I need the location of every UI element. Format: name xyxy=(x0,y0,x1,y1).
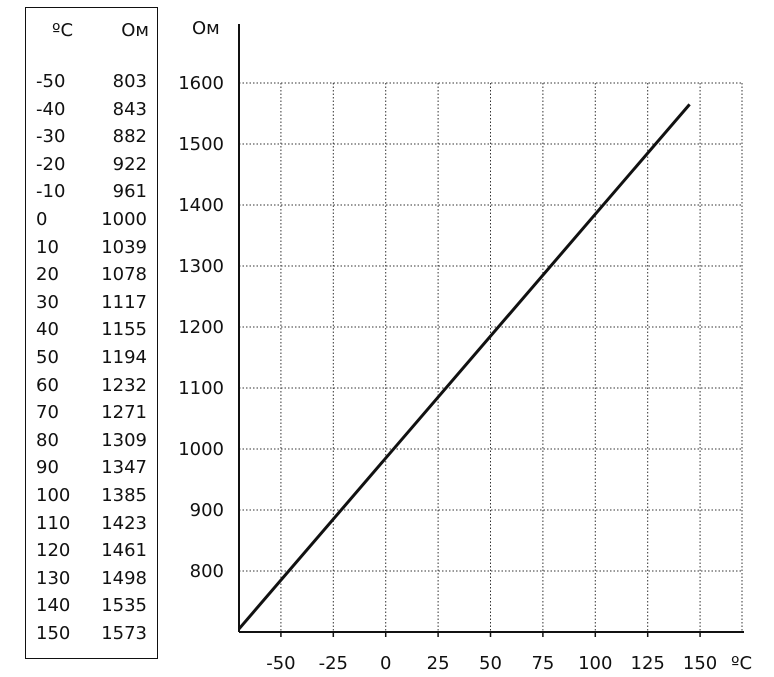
table-row: 40 1155 xyxy=(26,316,159,344)
table-row: 120 1461 xyxy=(26,537,159,565)
row-resistance: 1078 xyxy=(101,264,147,286)
row-resistance: 1000 xyxy=(101,208,147,230)
row-resistance: 1194 xyxy=(101,346,147,368)
x-tick-label: 0 xyxy=(380,653,391,674)
table-row: 150 1573 xyxy=(26,620,159,648)
y-tick-label: 1000 xyxy=(178,439,224,460)
header-temperature: ºC xyxy=(52,20,74,41)
row-temperature: 40 xyxy=(36,319,59,341)
row-resistance: 1498 xyxy=(101,567,147,589)
table-row: 100 1385 xyxy=(26,482,159,510)
axes xyxy=(238,24,744,633)
series-line xyxy=(237,103,691,630)
table-row: -50 803 xyxy=(26,68,159,96)
row-temperature: -40 xyxy=(36,98,66,120)
table-row: 140 1535 xyxy=(26,592,159,620)
grid xyxy=(239,82,743,637)
table-row: -10 961 xyxy=(26,178,159,206)
row-temperature: 140 xyxy=(36,595,71,617)
table-row: 50 1194 xyxy=(26,344,159,372)
row-temperature: 80 xyxy=(36,429,59,451)
row-temperature: 50 xyxy=(36,346,59,368)
y-tick-label: 1600 xyxy=(178,73,224,94)
table-row: 90 1347 xyxy=(26,454,159,482)
table-row: -20 922 xyxy=(26,151,159,179)
y-tick-label: 1400 xyxy=(178,195,224,216)
row-temperature: -50 xyxy=(36,71,66,92)
table-row: 110 1423 xyxy=(26,510,159,538)
row-resistance: 1232 xyxy=(101,374,147,396)
x-tick-label: 50 xyxy=(479,653,502,674)
row-resistance: 1039 xyxy=(101,236,147,258)
row-resistance: 803 xyxy=(112,71,147,92)
x-axis-label: ºC xyxy=(731,653,752,674)
row-temperature: 0 xyxy=(36,208,48,230)
row-resistance: 1117 xyxy=(101,291,147,313)
table-row: -30 882 xyxy=(26,123,159,151)
row-resistance: 1155 xyxy=(101,319,147,341)
y-tick-label: 1300 xyxy=(178,256,224,277)
row-resistance: 1271 xyxy=(101,402,147,424)
y-tick-label: 800 xyxy=(190,561,224,582)
row-resistance: 961 xyxy=(112,181,147,203)
x-tick-label: 125 xyxy=(631,653,665,674)
row-resistance: 1309 xyxy=(101,429,147,451)
row-temperature: 60 xyxy=(36,374,59,396)
x-tick-labels: -50 -25 0 25 50 75 100 125 150 xyxy=(266,653,717,674)
row-temperature: 150 xyxy=(36,622,71,644)
header-resistance: Ом xyxy=(121,20,149,41)
x-tick-label: -25 xyxy=(319,653,348,674)
row-temperature: 100 xyxy=(36,484,71,506)
table-row: 130 1498 xyxy=(26,565,159,593)
row-temperature: 70 xyxy=(36,402,59,424)
row-resistance: 1573 xyxy=(101,622,147,644)
table-row: 60 1232 xyxy=(26,372,159,400)
row-resistance: 1385 xyxy=(101,484,147,506)
row-resistance: 922 xyxy=(112,153,147,175)
table-row: 0 1000 xyxy=(26,206,159,234)
table-row: 80 1309 xyxy=(26,427,159,455)
row-temperature: 20 xyxy=(36,264,59,286)
x-tick-label: 75 xyxy=(531,653,554,674)
row-temperature: 90 xyxy=(36,457,59,479)
table-row: -40 843 xyxy=(26,96,159,124)
y-axis-label: Ом xyxy=(192,18,220,39)
y-tick-labels: 800 900 1000 1100 1200 1300 1400 1500 1600 xyxy=(178,73,224,582)
x-tick-label: 150 xyxy=(683,653,717,674)
row-temperature: -30 xyxy=(36,126,66,148)
y-tick-label: 1100 xyxy=(178,378,224,399)
row-resistance: 1347 xyxy=(101,457,147,479)
row-resistance: 843 xyxy=(112,98,147,120)
row-temperature: 10 xyxy=(36,236,59,258)
row-temperature: 30 xyxy=(36,291,59,313)
y-tick-label: 1500 xyxy=(178,134,224,155)
table-row: 10 1039 xyxy=(26,234,159,262)
x-tick-label: -50 xyxy=(266,653,295,674)
row-resistance: 1461 xyxy=(101,540,147,562)
y-tick-label: 900 xyxy=(190,500,224,521)
row-temperature: 120 xyxy=(36,540,71,562)
row-temperature: 130 xyxy=(36,567,71,589)
table-rows: -50 803 -40 843 -30 882 -20 922 -10 961 0 1000 10 103… xyxy=(26,68,159,647)
row-temperature: -10 xyxy=(36,181,66,203)
x-tick-label: 100 xyxy=(578,653,612,674)
row-temperature: 110 xyxy=(36,512,71,534)
row-resistance: 1423 xyxy=(101,512,147,534)
series xyxy=(237,103,691,630)
row-resistance: 1535 xyxy=(101,595,147,617)
x-tick-label: 25 xyxy=(427,653,450,674)
table-row: 30 1117 xyxy=(26,289,159,317)
y-tick-label: 1200 xyxy=(178,317,224,338)
row-temperature: -20 xyxy=(36,153,66,175)
resistance-table: ºC Ом -50 803 -40 843 -30 882 -20 922 -10 961 0 100… xyxy=(25,7,158,659)
row-resistance: 882 xyxy=(112,126,147,148)
table-header: ºC Ом xyxy=(26,20,159,44)
table-row: 20 1078 xyxy=(26,261,159,289)
table-row: 70 1271 xyxy=(26,399,159,427)
